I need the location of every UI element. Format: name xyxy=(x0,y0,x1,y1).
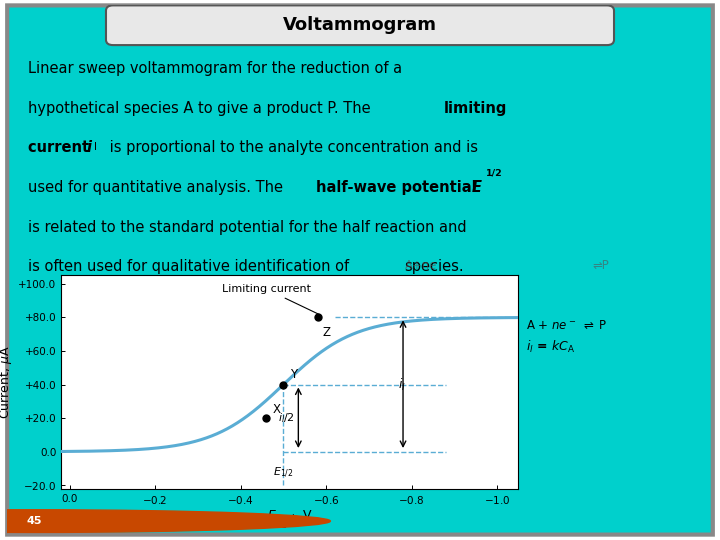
Text: A+ne: A+ne xyxy=(405,259,437,272)
X-axis label: $E_{\rm appl}$, V: $E_{\rm appl}$, V xyxy=(267,508,312,525)
Text: used for quantitative analysis. The: used for quantitative analysis. The xyxy=(28,180,288,195)
Text: 1/2: 1/2 xyxy=(485,169,503,178)
Text: species.: species. xyxy=(405,259,464,274)
Text: ⇌P: ⇌P xyxy=(593,259,610,272)
Text: © 2004 Thomson - Brooks/Cole: © 2004 Thomson - Brooks/Cole xyxy=(134,520,287,530)
Y-axis label: Current, $\mu$A: Current, $\mu$A xyxy=(0,345,14,419)
Text: half-wave potential: half-wave potential xyxy=(316,180,482,195)
Text: $i_l$: $i_l$ xyxy=(398,376,406,393)
Text: Linear sweep voltammogram for the reduction of a: Linear sweep voltammogram for the reduct… xyxy=(28,61,402,76)
Text: Y: Y xyxy=(290,368,297,381)
Text: is often used for qualitative identification of: is often used for qualitative identifica… xyxy=(28,259,354,274)
Text: current: current xyxy=(28,140,94,156)
Text: $i_l$ = $kC_{\rm A}$: $i_l$ = $kC_{\rm A}$ xyxy=(526,339,575,355)
Text: $E_{1/2}$: $E_{1/2}$ xyxy=(273,466,294,480)
FancyBboxPatch shape xyxy=(7,5,713,535)
FancyBboxPatch shape xyxy=(106,5,614,45)
Text: l: l xyxy=(94,143,97,152)
Text: hypothetical species A to give a product P. The: hypothetical species A to give a product… xyxy=(28,100,376,116)
Text: 45: 45 xyxy=(26,516,42,526)
Text: Z: Z xyxy=(322,326,330,339)
Text: i: i xyxy=(87,140,92,156)
Text: Voltammogram: Voltammogram xyxy=(283,16,437,34)
Text: E: E xyxy=(472,180,482,195)
Text: is proportional to the analyte concentration and is: is proportional to the analyte concentra… xyxy=(104,140,477,156)
Text: limiting: limiting xyxy=(444,100,507,116)
Circle shape xyxy=(0,510,330,532)
Text: A + $ne^-$ $\rightleftharpoons$ P: A + $ne^-$ $\rightleftharpoons$ P xyxy=(526,319,608,332)
Text: $i_l$/2: $i_l$/2 xyxy=(278,411,295,425)
Text: Limiting current: Limiting current xyxy=(222,284,320,314)
Text: X: X xyxy=(273,403,281,416)
Text: is related to the standard potential for the half reaction and: is related to the standard potential for… xyxy=(28,220,467,235)
